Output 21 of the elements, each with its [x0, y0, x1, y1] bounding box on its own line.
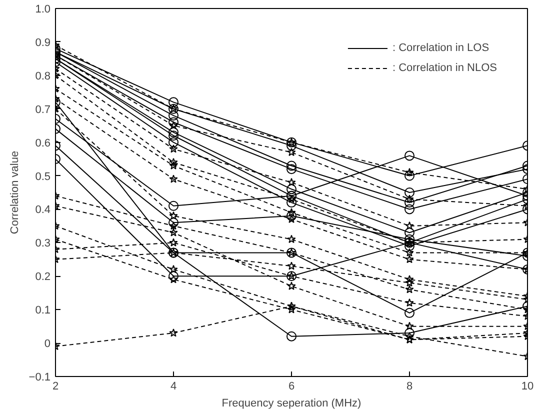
x-tick-label: 6 [288, 380, 295, 392]
x-tick-label: 2 [52, 380, 59, 392]
y-tick-label: 0.1 [35, 304, 51, 317]
y-tick-label: 0.5 [35, 170, 51, 183]
y-tick-label: 0.8 [35, 70, 51, 82]
y-tick-label: 0.4 [35, 204, 51, 216]
y-tick-label: −0.1 [28, 372, 51, 384]
y-tick-label: 1.0 [35, 4, 51, 16]
y-tick-label: 0.3 [35, 238, 51, 250]
y-tick-label: 0.7 [35, 104, 51, 116]
x-tick-label: 8 [406, 380, 413, 392]
y-tick-label: 0.2 [35, 271, 51, 284]
x-tick-label: 4 [170, 380, 177, 392]
y-axis-title: Correlation value [8, 150, 21, 234]
x-tick-label: 10 [521, 380, 534, 392]
x-axis-title: Frequency seperation (MHz) [222, 398, 362, 410]
legend-label: : Correlation in LOS [392, 42, 490, 54]
legend-label: : Correlation in NLOS [392, 62, 497, 74]
y-tick-label: 0.6 [35, 137, 51, 150]
y-tick-label: 0.9 [35, 36, 51, 49]
y-tick-label: 0 [44, 338, 51, 350]
